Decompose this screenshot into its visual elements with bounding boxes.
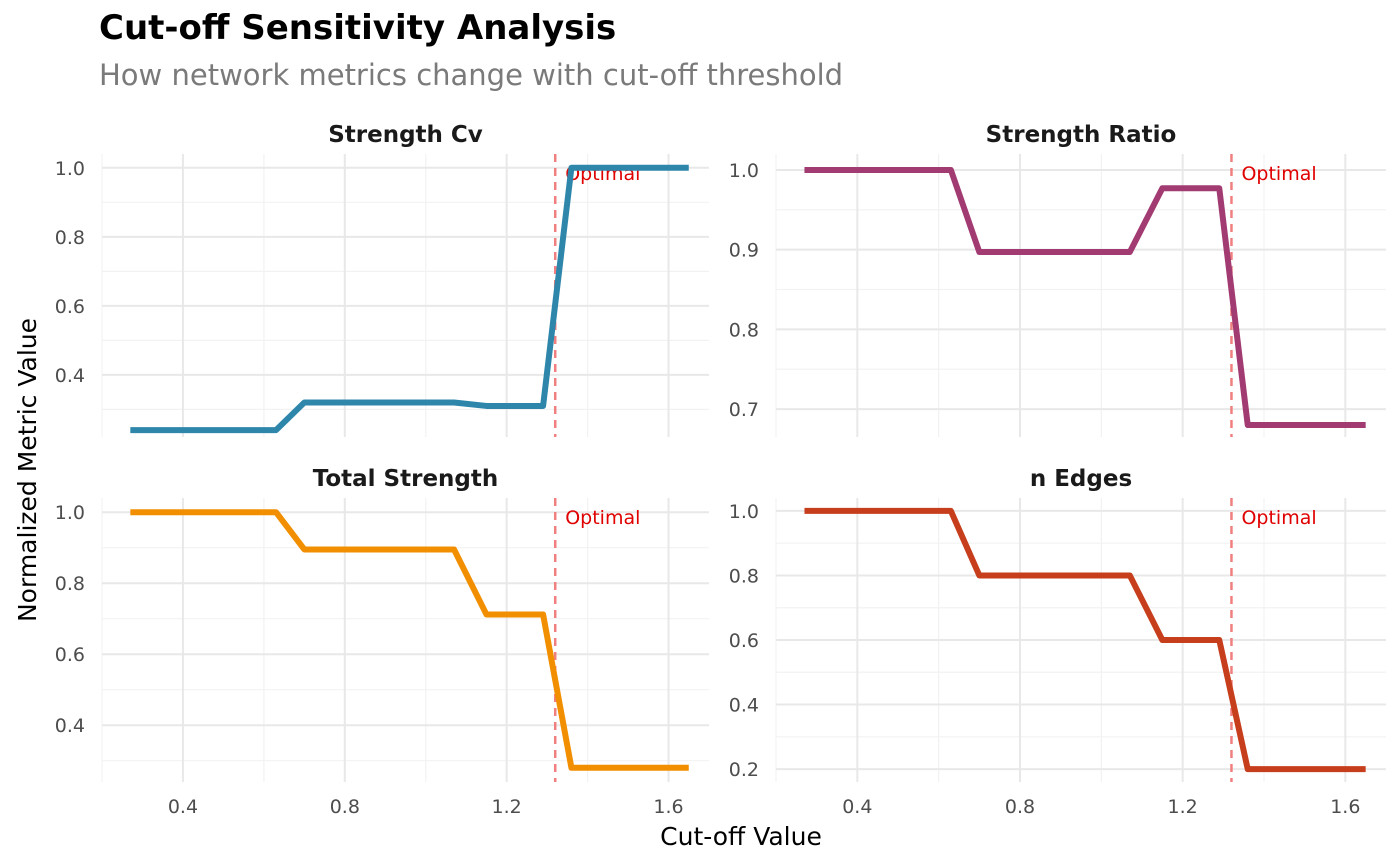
panel-title: Total Strength: [313, 466, 499, 492]
y-tick-label: 0.9: [729, 240, 759, 262]
x-tick-label: 0.4: [168, 796, 198, 818]
series-line: [804, 166, 1366, 429]
panel-title: n Edges: [1030, 466, 1132, 492]
y-tick-label: 0.2: [729, 759, 759, 781]
series-line: [130, 164, 689, 434]
x-tick-label: 0.8: [1005, 796, 1035, 818]
x-tick-label: 0.8: [330, 796, 360, 818]
y-axis-label: Normalized Metric Value: [13, 318, 42, 622]
series-line: [130, 509, 689, 771]
y-tick-label: 0.8: [729, 565, 759, 587]
x-tick-label: 0.4: [842, 796, 872, 818]
y-tick-label: 1.0: [55, 158, 85, 180]
y-tick-label: 0.4: [729, 695, 759, 717]
y-tick-label: 0.8: [729, 319, 759, 341]
y-tick-label: 0.4: [55, 365, 85, 387]
y-tick-label: 0.6: [55, 296, 85, 318]
optimal-label: Optimal: [1241, 163, 1316, 185]
panel-3: Total Strength 0.4 0.6 0.8 1.0 0.4 0.8 1.2 1.6 Op…: [55, 466, 709, 818]
panel-title: Strength Cv: [328, 122, 483, 148]
y-tick-label: 0.6: [729, 630, 759, 652]
y-tick-label: 0.8: [55, 573, 85, 595]
x-tick-label: 1.2: [1168, 796, 1198, 818]
y-tick-label: 1.0: [55, 502, 85, 524]
panel-title: Strength Ratio: [986, 122, 1177, 148]
chart-title: Cut-off Sensitivity Analysis: [99, 8, 617, 48]
optimal-label: Optimal: [1241, 507, 1316, 529]
y-tick-label: 1.0: [729, 160, 759, 182]
y-tick-label: 1.0: [729, 501, 759, 523]
x-tick-label: 1.2: [492, 796, 522, 818]
x-tick-label: 1.6: [653, 796, 683, 818]
y-tick-label: 0.8: [55, 227, 85, 249]
panel-2: Strength Ratio 0.7 0.8 0.9 1.0 Optimal: [729, 122, 1386, 437]
panel-1: Strength Cv0.40.60.81.0 Optimal: [55, 122, 709, 437]
x-tick-label: 1.6: [1330, 796, 1360, 818]
panel-4: n Edges 0.2 0.4 0.6 0.8 1.0 0.4 0.8 1.2 1.6 Optima…: [729, 466, 1386, 818]
y-tick-label: 0.6: [55, 644, 85, 666]
x-axis-label: Cut-off Value: [660, 822, 822, 851]
y-tick-label: 0.4: [55, 715, 85, 737]
y-tick-label: 0.7: [729, 399, 759, 421]
series-line: [804, 507, 1366, 773]
optimal-label: Optimal: [565, 507, 640, 529]
chart-subtitle: How network metrics change with cut-off …: [99, 58, 844, 92]
